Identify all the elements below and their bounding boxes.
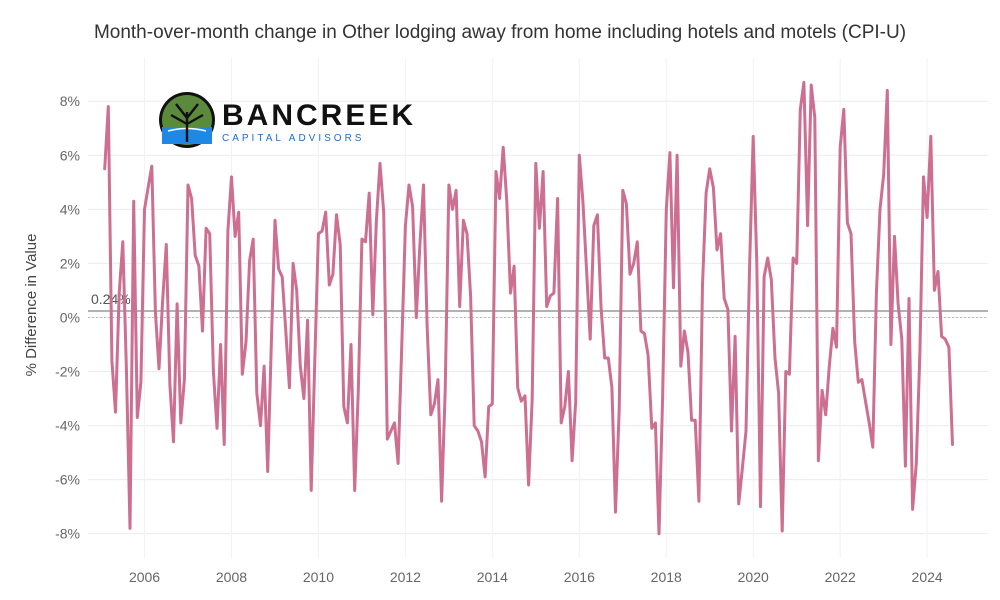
y-tick-label: 2% [60,255,80,271]
y-axis-label: % Difference in Value [23,234,40,377]
series-line [103,80,954,536]
x-tick-label: 2024 [912,569,943,585]
y-tick-label: 6% [60,147,80,163]
bancreek-logo: BANCREEK CAPITAL ADVISORS [159,92,416,148]
x-axis-ticks: 2006 2008 2010 2012 2014 2016 2018 2020 2022 2024 [129,569,943,585]
logo-subtitle: CAPITAL ADVISORS [222,133,364,144]
x-tick-label: 2016 [564,569,595,585]
x-tick-label: 2008 [216,569,247,585]
x-tick-label: 2018 [651,569,682,585]
x-tick-label: 2012 [390,569,421,585]
y-tick-label: -8% [55,526,80,542]
y-tick-label: -2% [55,364,80,380]
logo-title: BANCREEK [222,99,416,132]
y-tick-label: 8% [60,93,80,109]
y-tick-label: -4% [55,418,80,434]
y-tick-label: 0% [60,309,80,325]
chart-title: Month-over-month change in Other lodging… [94,22,906,43]
x-tick-label: 2006 [129,569,160,585]
x-tick-label: 2020 [738,569,769,585]
y-tick-label: -6% [55,472,80,488]
x-tick-label: 2010 [303,569,334,585]
y-axis-ticks: -8% -6% -4% -2% 0% 2% 4% 6% 8% [55,93,80,541]
x-tick-label: 2014 [477,569,508,585]
series-group [103,80,954,536]
y-tick-label: 4% [60,201,80,217]
x-tick-label: 2022 [825,569,856,585]
